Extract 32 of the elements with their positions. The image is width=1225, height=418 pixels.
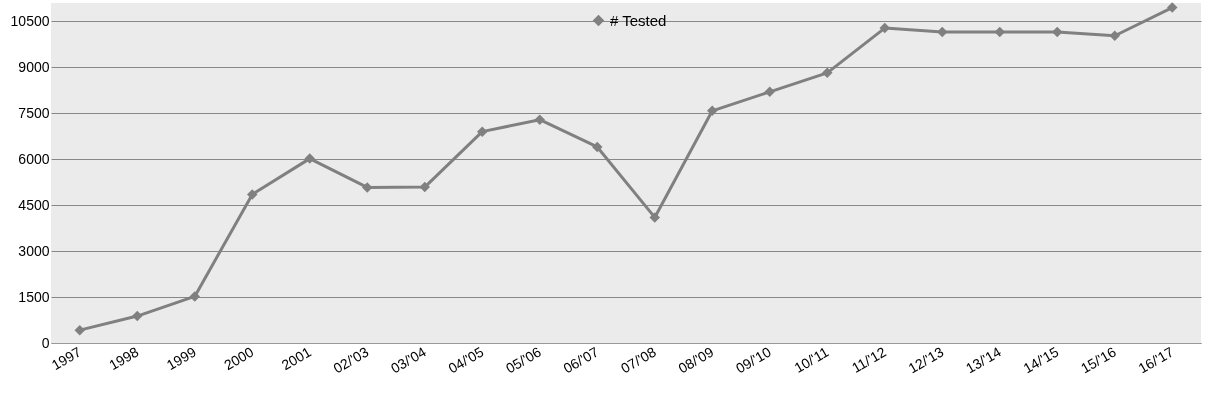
y-tick-label: 9000 bbox=[18, 58, 50, 75]
point bbox=[247, 189, 258, 200]
y-tick-label: 1500 bbox=[18, 288, 50, 305]
point bbox=[419, 181, 430, 193]
x-tick-label: 2000 bbox=[221, 343, 257, 374]
point bbox=[1052, 26, 1063, 38]
x-tick-label: 1997 bbox=[48, 343, 84, 374]
x-tick-label: 2001 bbox=[278, 343, 314, 374]
y-tick-label: 10500 bbox=[10, 12, 50, 29]
y-tick-label: 4500 bbox=[18, 196, 50, 213]
point bbox=[189, 291, 200, 302]
point bbox=[1167, 2, 1178, 13]
point bbox=[937, 26, 948, 38]
point bbox=[592, 141, 603, 153]
x-tick-label: 1998 bbox=[106, 343, 142, 374]
y-tick-label: 0 bbox=[41, 334, 50, 351]
x-tick-label: 1999 bbox=[163, 343, 199, 374]
point bbox=[649, 212, 660, 223]
point bbox=[74, 324, 85, 336]
point bbox=[534, 114, 545, 125]
point bbox=[879, 22, 890, 34]
y-tick-label: 3000 bbox=[18, 242, 50, 259]
point bbox=[764, 86, 775, 98]
point bbox=[707, 105, 718, 117]
y-tick-label: 7500 bbox=[18, 104, 50, 121]
point bbox=[132, 310, 143, 322]
y-tick-label: 6000 bbox=[18, 150, 50, 167]
point bbox=[822, 67, 833, 79]
legend-label: # Tested bbox=[610, 11, 667, 29]
point bbox=[477, 126, 488, 137]
point bbox=[994, 26, 1005, 38]
point bbox=[304, 153, 315, 164]
